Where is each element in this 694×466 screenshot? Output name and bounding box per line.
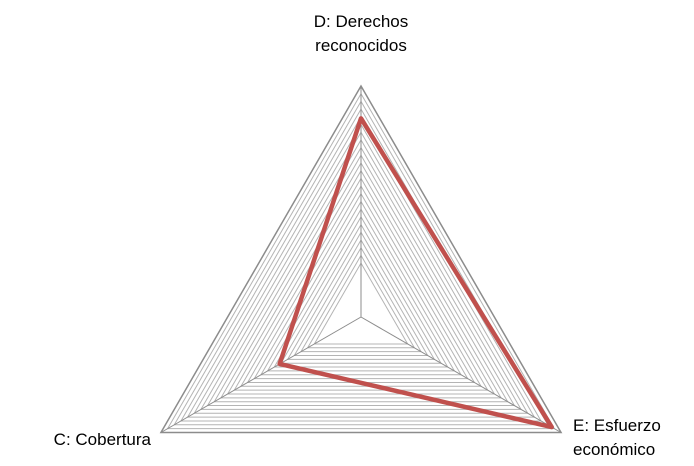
grid-line — [313, 262, 409, 345]
spoke — [160, 316, 362, 433]
grid-line — [306, 254, 416, 349]
grid-line — [213, 146, 509, 403]
grid-line — [166, 92, 556, 430]
grid-line — [159, 84, 563, 434]
spoke — [360, 316, 562, 433]
axis-label: C: Cobertura — [53, 430, 151, 449]
grid-line — [173, 100, 549, 426]
grid-line — [206, 138, 516, 407]
grid-line — [200, 131, 522, 410]
grid-line — [220, 154, 502, 399]
grid-line — [233, 169, 489, 391]
grid-line — [273, 215, 449, 368]
grid-line — [226, 162, 496, 395]
axis-label: D: Derechos reconocidos — [313, 12, 409, 55]
grid-line — [193, 123, 529, 414]
grid-line — [300, 246, 422, 353]
axis-label: E: Esfuerzo económico — [573, 416, 661, 459]
grid-line — [186, 115, 536, 418]
series-line — [277, 116, 554, 430]
grid-line — [280, 223, 442, 364]
grid-line — [260, 200, 462, 376]
grid-line — [266, 208, 456, 372]
grid-line — [293, 239, 429, 356]
grid-line — [240, 177, 482, 387]
grid-line — [286, 231, 436, 360]
